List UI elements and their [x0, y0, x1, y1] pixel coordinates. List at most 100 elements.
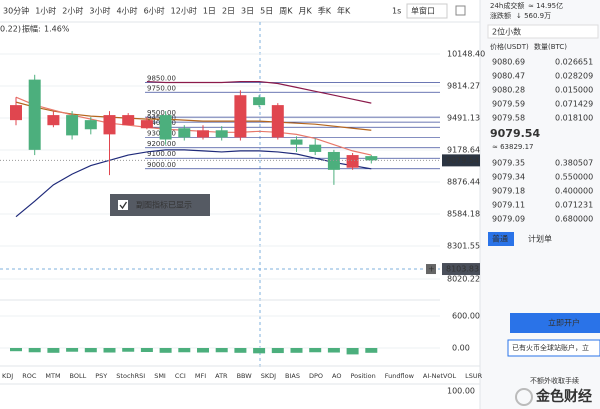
interval-tab[interactable]: 12小时: [171, 6, 197, 16]
book-qty[interactable]: 0.071429: [555, 100, 593, 109]
indicator-tab[interactable]: ROC: [22, 372, 37, 380]
book-qty[interactable]: 0.015000: [555, 86, 593, 95]
interval-tab[interactable]: 年K: [337, 6, 351, 16]
price-level-label: 9000.00: [147, 161, 176, 169]
change: 0.22): [0, 25, 21, 34]
book-price[interactable]: 9079.59: [492, 100, 525, 109]
candle-body: [28, 79, 41, 150]
book-qty[interactable]: 0.018100: [555, 114, 593, 123]
interval-tab[interactable]: 30分钟: [3, 6, 29, 16]
indicator-tab[interactable]: Position: [350, 372, 375, 380]
interval-tab[interactable]: 3小时: [89, 6, 110, 16]
candle-body: [47, 115, 60, 126]
book-price[interactable]: 9080.47: [492, 72, 525, 81]
crosshair-plus[interactable]: [426, 264, 436, 275]
tooltip-check: [119, 201, 128, 210]
interval-tab[interactable]: 5日: [260, 7, 273, 16]
book-qty[interactable]: 0.380507: [555, 159, 593, 168]
interval-tab[interactable]: 4小时: [116, 6, 137, 16]
y-tick-label: 9491.13: [447, 113, 480, 122]
interval-tab[interactable]: 2小时: [62, 6, 83, 16]
book-qty[interactable]: 0.028209: [555, 72, 593, 81]
indicator-tab[interactable]: SKDJ: [261, 372, 276, 380]
indicator-tab[interactable]: SMI: [154, 372, 166, 380]
y-tick-label: 9178.64: [447, 145, 480, 154]
book-qty[interactable]: 0.550000: [555, 173, 593, 182]
precision-label[interactable]: 2位小数: [492, 27, 521, 37]
account-link[interactable]: 已有火币全球站账户，立: [512, 343, 589, 352]
indicator-tab[interactable]: MFI: [195, 372, 206, 380]
tab[interactable]: 普通: [492, 234, 508, 244]
amount-label: 涨跌额: [490, 11, 511, 20]
histogram-bar: [215, 348, 228, 353]
candle-body: [84, 120, 97, 130]
y-tick-label: 0.00: [452, 344, 470, 353]
book-price[interactable]: 9080.28: [492, 86, 525, 95]
window-select-label[interactable]: 单窗口: [411, 6, 435, 16]
indicator-tab[interactable]: ATR: [215, 372, 228, 380]
amount: ↓ 560.9万: [516, 12, 551, 20]
candle-body: [290, 139, 303, 145]
histogram-bar: [271, 348, 284, 354]
tab[interactable]: 计划单: [528, 234, 552, 244]
histogram-bar: [327, 348, 340, 353]
indicator-tab[interactable]: StochRSI: [116, 372, 145, 380]
crosshair-box: [442, 263, 480, 276]
amplitude: 1.46%: [44, 25, 70, 34]
amplitude-label: 振幅:: [22, 24, 41, 34]
interval-tab[interactable]: 季K: [318, 6, 332, 16]
interval-tab[interactable]: 6小时: [144, 6, 165, 16]
candle-body: [271, 105, 284, 138]
indicator-tab[interactable]: BOLL: [70, 372, 87, 380]
histogram-bar: [234, 348, 247, 353]
window-select[interactable]: [406, 3, 448, 19]
indicator-tab[interactable]: AI-NetVOL: [423, 372, 457, 380]
book-price[interactable]: 9079.09: [492, 215, 525, 224]
speed[interactable]: 1s: [392, 7, 401, 16]
candle-body: [178, 128, 191, 138]
tab-active[interactable]: [488, 232, 514, 246]
indicator-tab[interactable]: BBW: [237, 372, 253, 380]
book-price[interactable]: 9079.11: [492, 201, 525, 210]
indicator-tab[interactable]: DPO: [309, 372, 323, 380]
open-account-label[interactable]: 立即开户: [548, 318, 580, 328]
price-level-label: 9850.00: [147, 75, 176, 83]
interval-tab[interactable]: 1日: [203, 7, 216, 16]
candle-body: [103, 115, 116, 135]
book-qty[interactable]: 0.400000: [555, 187, 593, 196]
interval-tab[interactable]: 1小时: [35, 6, 56, 16]
indicator-tab[interactable]: CCI: [175, 372, 186, 380]
account-link-box[interactable]: [507, 339, 600, 357]
fullscreen-icon[interactable]: [455, 5, 466, 16]
interval-tab[interactable]: 月K: [298, 7, 312, 16]
interval-tab[interactable]: 3日: [241, 7, 254, 16]
indicator-tab[interactable]: BIAS: [285, 372, 300, 380]
book-price[interactable]: 9079.18: [492, 187, 525, 196]
open-account-button[interactable]: [510, 313, 600, 333]
histogram-bar: [290, 348, 303, 353]
watermark-logo: [515, 388, 533, 406]
book-qty[interactable]: 0.026651: [555, 58, 593, 67]
indicator-tab[interactable]: PSY: [95, 372, 107, 380]
book-price[interactable]: 9079.35: [492, 159, 525, 168]
precision-select[interactable]: [487, 24, 599, 39]
moving-average: [146, 80, 372, 104]
histogram-bar: [346, 348, 359, 355]
book-qty[interactable]: 0.071231: [555, 201, 593, 210]
price-level-label: 9500.00: [147, 109, 176, 117]
interval-tab[interactable]: 周K: [279, 7, 293, 16]
qty-header: 数量(BTC): [534, 42, 567, 51]
indicator-tab[interactable]: MTM: [45, 372, 60, 380]
book-price[interactable]: 9079.34: [492, 173, 525, 182]
book-price[interactable]: 9079.58: [492, 114, 525, 123]
indicator-tab[interactable]: Fundflow: [385, 372, 415, 380]
indicator-tab[interactable]: AO: [332, 372, 341, 380]
book-price[interactable]: 9080.69: [492, 58, 525, 67]
y-tick-label: 8020.22: [447, 274, 480, 283]
indicator-tab[interactable]: KDJ: [2, 372, 13, 380]
tooltip-checkbox[interactable]: [118, 200, 128, 210]
interval-tab[interactable]: 2日: [222, 7, 235, 16]
indicator-tab[interactable]: LSUR: [465, 372, 483, 380]
book-qty[interactable]: 0.680000: [555, 215, 593, 224]
